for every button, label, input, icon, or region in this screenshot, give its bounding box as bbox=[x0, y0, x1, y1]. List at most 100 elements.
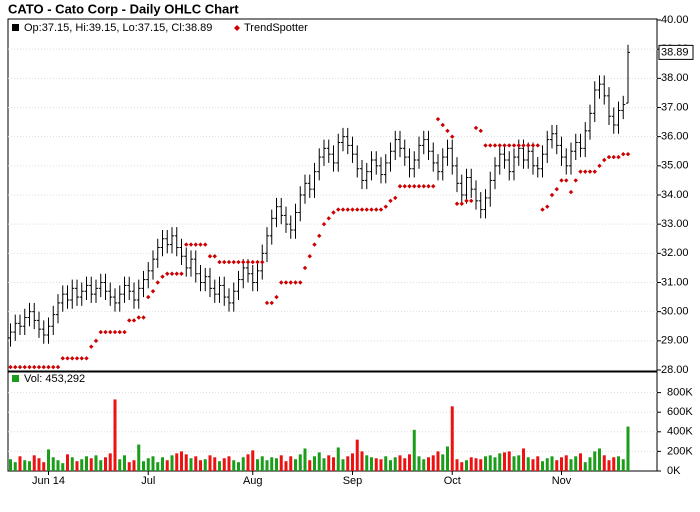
trend-dot bbox=[27, 364, 32, 370]
volume-bar bbox=[531, 459, 535, 471]
last-price-box bbox=[658, 44, 694, 60]
volume-bar bbox=[37, 458, 41, 471]
trend-dot bbox=[141, 315, 146, 320]
trend-dot bbox=[530, 143, 536, 148]
volume-bar bbox=[213, 457, 217, 471]
trend-dot bbox=[274, 294, 279, 300]
trend-dot bbox=[60, 356, 65, 361]
volume-bar bbox=[23, 460, 27, 471]
trend-dot bbox=[473, 125, 479, 131]
volume-bar bbox=[47, 449, 50, 471]
volume-bar bbox=[465, 460, 468, 471]
trend-dot bbox=[122, 329, 127, 335]
volume-bar bbox=[398, 455, 402, 471]
volume-bar bbox=[455, 459, 459, 471]
x-tick-label: Aug bbox=[243, 475, 263, 487]
trend-dot bbox=[74, 356, 80, 361]
volume-bar bbox=[222, 458, 226, 471]
trend-dot bbox=[621, 151, 626, 157]
trend-dot bbox=[65, 356, 70, 361]
volume-bar bbox=[317, 452, 321, 471]
trend-dot bbox=[98, 329, 103, 335]
trend-dot bbox=[321, 221, 327, 227]
volume-bar bbox=[85, 456, 88, 471]
volume-bar bbox=[51, 457, 55, 471]
volume-bar bbox=[184, 454, 188, 471]
volume-bar bbox=[536, 456, 540, 471]
volume-bar bbox=[346, 456, 350, 471]
trend-dot bbox=[578, 169, 583, 174]
trend-dot bbox=[131, 318, 137, 323]
trend-dot bbox=[217, 259, 222, 265]
volume-bar bbox=[341, 459, 345, 471]
volume-bar bbox=[474, 458, 478, 471]
volume-bar bbox=[260, 456, 264, 471]
trend-dot bbox=[402, 184, 407, 189]
volume-bar bbox=[42, 462, 46, 471]
trend-dot bbox=[355, 207, 360, 212]
volume-bar bbox=[199, 460, 202, 471]
trend-dot bbox=[17, 364, 23, 370]
volume-bar bbox=[355, 439, 359, 471]
trend-dot bbox=[450, 134, 455, 139]
trend-dot bbox=[412, 184, 417, 189]
volume-bar bbox=[303, 448, 307, 471]
trend-dot bbox=[231, 259, 236, 265]
trend-dot bbox=[535, 143, 540, 148]
volume-bar bbox=[227, 456, 231, 471]
volume-bar bbox=[450, 406, 454, 471]
volume-bar bbox=[393, 457, 397, 471]
y-tick-label: 31.00 bbox=[661, 276, 689, 288]
trend-dot bbox=[507, 143, 512, 148]
trend-dot bbox=[393, 195, 398, 201]
trend-dot bbox=[483, 143, 488, 148]
volume-bar bbox=[583, 462, 587, 471]
trend-dot bbox=[269, 300, 274, 306]
x-tick-label: Sep bbox=[343, 475, 363, 487]
volume-bar bbox=[336, 447, 340, 471]
trend-dot bbox=[184, 242, 189, 247]
volume-bar bbox=[194, 456, 198, 471]
trend-dot bbox=[146, 294, 151, 300]
trend-dot bbox=[383, 204, 388, 209]
volume-bar bbox=[522, 448, 525, 471]
volume-bar bbox=[265, 460, 269, 471]
volume-bar bbox=[579, 453, 582, 471]
y-tick-label: 600K bbox=[667, 406, 693, 418]
volume-bar bbox=[56, 460, 60, 471]
volume-bar bbox=[612, 457, 616, 471]
trend-dot bbox=[497, 143, 502, 148]
volume-bar bbox=[275, 458, 278, 471]
trend-dot bbox=[245, 259, 251, 265]
legend-label: TrendSpotter bbox=[244, 22, 308, 34]
volume-bar bbox=[313, 456, 316, 471]
volume-bar bbox=[104, 457, 107, 471]
trend-dot bbox=[317, 233, 322, 239]
y-tick-label: 28.00 bbox=[661, 364, 689, 376]
volume-bar bbox=[142, 461, 145, 471]
trend-dot bbox=[488, 143, 493, 148]
y-tick-label: 38.00 bbox=[661, 72, 689, 84]
trend-dot bbox=[540, 207, 545, 212]
trend-dot bbox=[459, 201, 464, 206]
volume-bar bbox=[602, 455, 606, 471]
volume-bar bbox=[621, 459, 625, 471]
x-tick-label: Jul bbox=[141, 475, 155, 487]
y-tick-label: 30.00 bbox=[661, 306, 689, 318]
y-tick-label: 29.00 bbox=[661, 335, 689, 347]
trend-dot bbox=[79, 356, 84, 361]
trend-dot bbox=[454, 201, 460, 206]
trend-dot bbox=[279, 280, 284, 285]
trend-dot bbox=[84, 356, 89, 361]
trend-dot bbox=[606, 154, 612, 160]
y-tick-label: 800K bbox=[667, 387, 693, 399]
trend-dot bbox=[564, 178, 569, 183]
volume-bar bbox=[308, 460, 312, 471]
volume-bar bbox=[569, 459, 573, 471]
volume-bar bbox=[360, 451, 364, 471]
volume-bar bbox=[574, 456, 578, 471]
volume-bar bbox=[593, 451, 597, 471]
trend-dot bbox=[93, 338, 99, 344]
x-tick-label: Oct bbox=[444, 475, 461, 487]
volume-bar bbox=[66, 454, 69, 471]
